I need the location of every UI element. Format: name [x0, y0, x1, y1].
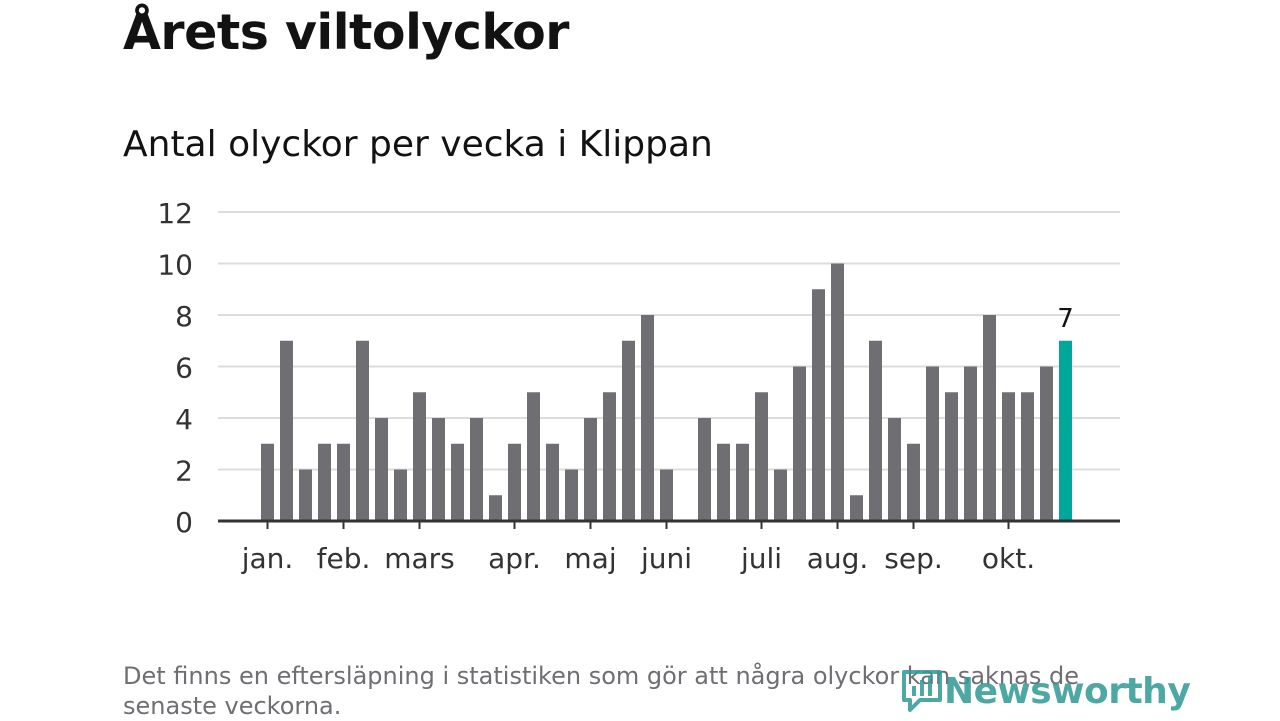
- bar: [793, 366, 806, 521]
- bar-chart: 0 2 4 6 8 10 12 jan. feb. mars apr. maj juni juli aug…: [157, 197, 1120, 575]
- y-tick-label: 8: [175, 300, 193, 333]
- x-tick-label: juni: [640, 542, 692, 575]
- y-tick-label: 12: [157, 197, 193, 230]
- bar: [584, 418, 597, 521]
- chart-title: Årets viltolyckor: [123, 4, 569, 61]
- bar: [850, 495, 863, 521]
- bar: [964, 366, 977, 521]
- bar: [622, 340, 635, 521]
- bar: [1002, 392, 1015, 521]
- bar: [698, 418, 711, 521]
- bar: [470, 418, 483, 521]
- bar: [755, 392, 768, 521]
- y-axis-ticks: 0 2 4 6 8 10 12: [157, 197, 193, 539]
- bar: [337, 443, 350, 521]
- x-tick-label: maj: [564, 542, 616, 575]
- x-tick-label: jan.: [241, 542, 294, 575]
- bar: [888, 418, 901, 521]
- x-axis-labels: jan. feb. mars apr. maj juni juli aug. sep. okt.: [241, 542, 1035, 575]
- y-tick-label: 6: [175, 352, 193, 385]
- highlight-value-label: 7: [1057, 304, 1074, 334]
- bar: [983, 315, 996, 521]
- newsworthy-logo[interactable]: Newsworthy: [900, 668, 1191, 714]
- bar: [375, 418, 388, 521]
- bar: [394, 469, 407, 521]
- bar: [527, 392, 540, 521]
- x-tick-label: aug.: [807, 542, 869, 575]
- bar-highlight: [1059, 340, 1072, 521]
- x-tick-label: sep.: [884, 542, 943, 575]
- bar: [1021, 392, 1034, 521]
- bar: [774, 469, 787, 521]
- bar: [869, 340, 882, 521]
- footnote: Det finns en eftersläpning i statistiken…: [123, 662, 1079, 720]
- chart-subtitle: Antal olyckor per vecka i Klippan: [123, 124, 713, 165]
- bars: [261, 263, 1072, 521]
- y-tick-label: 0: [175, 506, 193, 539]
- bar: [926, 366, 939, 521]
- x-tick-label: mars: [384, 542, 455, 575]
- bar: [812, 289, 825, 521]
- bar: [945, 392, 958, 521]
- bar: [489, 495, 502, 521]
- bar: [356, 340, 369, 521]
- newsworthy-logo-icon: [902, 670, 942, 712]
- bar: [546, 443, 559, 521]
- bar: [641, 315, 654, 521]
- bar: [717, 443, 730, 521]
- bar: [831, 263, 844, 521]
- bar: [318, 443, 331, 521]
- bar: [660, 469, 673, 521]
- x-tick-label: feb.: [317, 542, 371, 575]
- x-tick-label: juli: [740, 542, 782, 575]
- y-tick-label: 4: [175, 403, 193, 436]
- bar: [432, 418, 445, 521]
- bar: [603, 392, 616, 521]
- bar: [451, 443, 464, 521]
- bar: [565, 469, 578, 521]
- x-tick-label: okt.: [982, 542, 1035, 575]
- x-axis: [218, 519, 1120, 529]
- bar: [261, 443, 274, 521]
- bar: [413, 392, 426, 521]
- bar: [508, 443, 521, 521]
- y-tick-label: 2: [175, 455, 193, 488]
- newsworthy-logo-text: Newsworthy: [944, 670, 1191, 712]
- annotations: 7: [1057, 304, 1074, 334]
- x-tick-label: apr.: [488, 542, 541, 575]
- y-tick-label: 10: [157, 249, 193, 282]
- bar: [280, 340, 293, 521]
- bar: [736, 443, 749, 521]
- bar: [1040, 366, 1053, 521]
- bar: [907, 443, 920, 521]
- bar: [299, 469, 312, 521]
